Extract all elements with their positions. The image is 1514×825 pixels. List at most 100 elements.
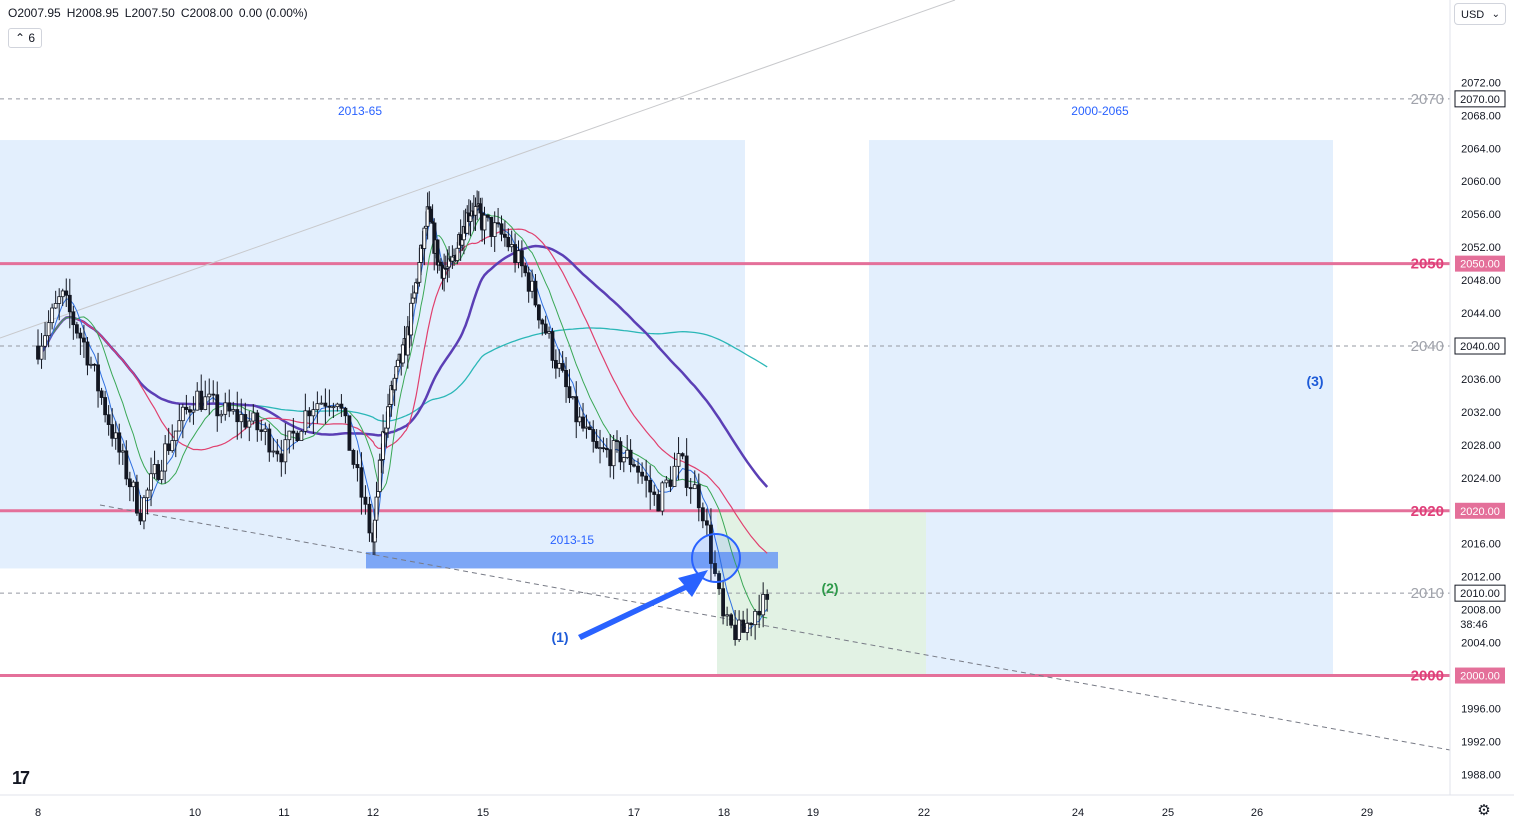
candle-body [124, 450, 129, 480]
candle-body [263, 428, 268, 432]
ma-purple-line [36, 244, 769, 488]
candle-body [564, 369, 568, 388]
candle-body [275, 450, 280, 455]
candle-body [386, 406, 390, 429]
candle-body [705, 520, 709, 526]
candle-body [656, 494, 661, 512]
candle-body [78, 332, 83, 339]
candle-body [120, 450, 125, 453]
candle-body [159, 470, 164, 480]
price-countdown: 38:46 [1460, 619, 1488, 631]
candle-body [410, 297, 415, 304]
candle-body [166, 443, 171, 452]
key-level-label: 2000 [1411, 668, 1444, 685]
candle-body [207, 393, 212, 398]
candle-body [173, 430, 178, 441]
y-tick-label: 2072.00 [1461, 77, 1501, 89]
chevron-down-icon: ⌄ [1491, 9, 1500, 20]
candle-body [621, 457, 626, 463]
candle-body [138, 512, 143, 522]
y-tick-label: 2060.00 [1461, 176, 1501, 188]
zone-right [869, 140, 1333, 676]
candle-body [684, 455, 689, 488]
candle-body [438, 261, 443, 266]
candle-body [709, 524, 713, 564]
candle-body [414, 282, 418, 294]
x-tick-label: 10 [189, 807, 201, 819]
axis-price-tag [1455, 502, 1505, 519]
candle-body [513, 244, 517, 263]
trend-lines [0, 0, 1451, 751]
candle-body [570, 396, 575, 399]
y-tick-label: 1992.00 [1461, 736, 1501, 748]
candle-body [367, 503, 372, 534]
candle-body [303, 410, 308, 432]
currency-selector[interactable]: USD ⌄ [1454, 3, 1506, 25]
y-tick-label: 2008.00 [1461, 605, 1501, 617]
support-zone-label: 2013-15 [550, 533, 594, 547]
candle-body [496, 222, 501, 225]
candle-body [721, 588, 725, 617]
candle-body [259, 429, 264, 432]
candle-body [372, 519, 377, 543]
candle-body [142, 497, 146, 522]
candle-body [374, 496, 379, 521]
y-tick-label: 1988.00 [1461, 769, 1501, 781]
candle-body [211, 393, 216, 396]
candle-body [99, 390, 104, 398]
chevron-up-icon: ⌃ [15, 31, 26, 45]
candle-body [53, 303, 58, 309]
x-tick-label: 17 [628, 807, 640, 819]
candle-body [283, 439, 288, 463]
candle-body [482, 214, 487, 231]
annotation-1: (1) [551, 629, 568, 645]
candle-body [251, 412, 256, 422]
candle-body [417, 262, 422, 283]
candle-body [315, 403, 320, 411]
candle-body [203, 396, 208, 410]
interval-button[interactable]: ⌃ 6 [8, 28, 43, 48]
candle-body [409, 302, 414, 336]
candle-body [363, 496, 368, 505]
candle-body [74, 324, 79, 334]
x-tick-label: 29 [1361, 807, 1373, 819]
candle-body [591, 429, 596, 442]
gear-icon[interactable]: ⚙ [1477, 802, 1491, 819]
y-tick-label: 2016.00 [1461, 539, 1501, 551]
candle-body [279, 453, 284, 463]
candle-body [127, 478, 132, 488]
candle-body [347, 415, 352, 451]
candle-body [92, 363, 97, 366]
candle-body [478, 203, 483, 214]
candle-body [67, 294, 72, 313]
candle-body [547, 331, 551, 334]
candle-body [587, 426, 592, 430]
candle-body [184, 406, 189, 410]
candle-body [384, 427, 389, 434]
candle-body [177, 420, 182, 432]
candle-body [103, 397, 108, 416]
candle-body [392, 377, 397, 391]
y-tick-label: 2064.00 [1461, 143, 1501, 155]
candle-body [577, 416, 582, 423]
candle-body [36, 345, 40, 360]
y-tick-label: 2032.00 [1461, 407, 1501, 419]
candle-body [311, 409, 316, 417]
candle-body [536, 304, 541, 321]
candle-body [765, 594, 770, 600]
candle-body [553, 359, 558, 369]
candle-body [506, 236, 511, 248]
zone-left [0, 140, 745, 569]
candle-body [729, 614, 734, 626]
candle-body [64, 290, 69, 296]
ohlc-change: 0.00 (0.00%) [238, 6, 308, 20]
axis-price-tag [1454, 584, 1506, 602]
candle-body [523, 265, 528, 274]
candle-body [187, 409, 192, 413]
candle-body [331, 406, 336, 409]
highlight-circle [691, 533, 741, 583]
candle-body [343, 407, 348, 417]
candle-body [530, 280, 534, 292]
axis-price-tag [1455, 667, 1505, 684]
